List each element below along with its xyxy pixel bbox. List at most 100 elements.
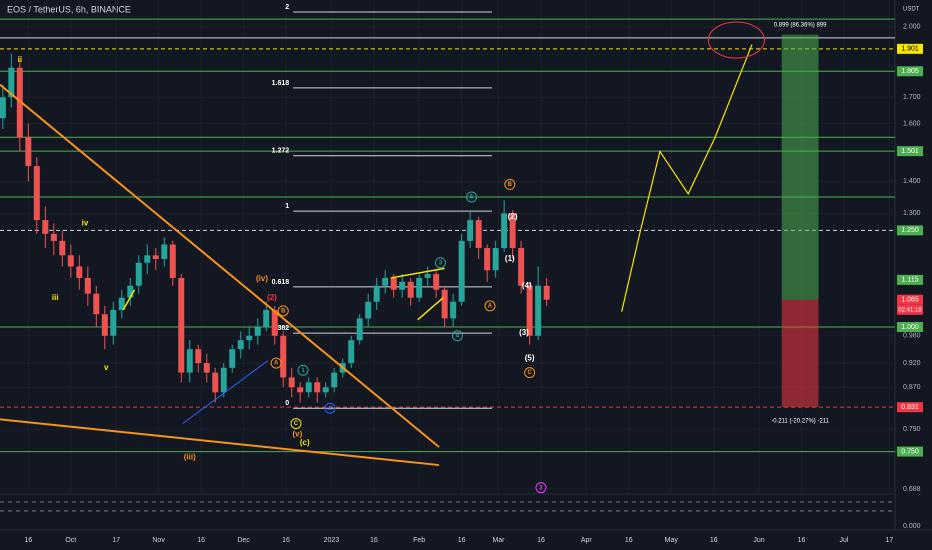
y-tick-label: 2.000 <box>903 24 921 31</box>
candle-body <box>424 274 431 278</box>
wave-label: ii <box>18 55 22 64</box>
trend-line <box>182 360 268 425</box>
price-badge-label: 1.501 <box>901 148 919 155</box>
price-badge <box>897 225 923 236</box>
candle-body <box>118 297 125 311</box>
wave-label: (3) <box>519 328 529 337</box>
candle-body <box>237 340 244 350</box>
wave-circle <box>535 482 547 494</box>
candle-body <box>93 293 100 315</box>
candle-body <box>152 255 159 260</box>
y-tick-label: 0.870 <box>903 384 921 391</box>
y-tick-label: 1.300 <box>903 210 921 217</box>
countdown-badge <box>897 304 923 315</box>
fib-label: 1 <box>285 203 289 210</box>
countdown: 02:41:18 <box>898 307 922 313</box>
trend-line <box>0 418 440 467</box>
candle-body <box>0 97 6 119</box>
wave-label: 1 <box>301 368 305 374</box>
candle-body <box>407 281 414 298</box>
candle-body <box>492 248 499 271</box>
wave-circle <box>504 178 516 190</box>
candle-body <box>348 340 355 364</box>
candle-body <box>110 310 117 336</box>
candle-body <box>484 248 491 271</box>
fib-label: 1.618 <box>272 80 290 87</box>
candle-body <box>535 285 542 336</box>
wave-label: (2) <box>267 293 277 302</box>
candle-body <box>297 387 304 393</box>
trend-line <box>390 267 445 279</box>
candle-body <box>322 387 329 393</box>
wave-circle <box>524 367 536 379</box>
candle-body <box>246 335 253 341</box>
stop-zone <box>781 299 819 408</box>
x-tick-label: Jun <box>753 537 764 544</box>
candle-body <box>101 314 108 336</box>
wave-label: 5 <box>470 195 474 201</box>
candle-body <box>331 372 338 388</box>
candle-body <box>475 220 482 249</box>
candle-body <box>373 285 380 302</box>
candle-body <box>8 67 15 98</box>
price-badge-label: 1.250 <box>901 227 919 234</box>
x-tick-label: 16 <box>710 537 718 544</box>
wave-circle <box>434 257 446 269</box>
wave-circle <box>466 191 478 203</box>
candle-body <box>25 137 32 167</box>
wave-circle <box>270 357 282 369</box>
x-tick-label: 16 <box>458 537 466 544</box>
trend-line <box>621 44 753 312</box>
x-tick-label: Mar <box>492 537 505 544</box>
target-ring <box>707 21 765 59</box>
price-badge <box>897 294 923 305</box>
fib-label: 0.382 <box>272 325 290 332</box>
trend-line <box>0 83 440 448</box>
candle-body <box>76 266 83 278</box>
x-tick-label: 17 <box>112 537 120 544</box>
candle-body <box>59 240 66 256</box>
wave-label: 2 <box>539 485 543 491</box>
candle-body <box>195 349 202 364</box>
candle-body <box>127 285 134 298</box>
wave-label: A <box>488 303 493 309</box>
y-tick-label: 0.688 <box>903 486 921 493</box>
wave-label: 3 <box>439 260 443 266</box>
candle-body <box>169 244 176 278</box>
x-tick-label: Dec <box>237 537 250 544</box>
candle-body <box>16 67 23 138</box>
x-tick-label: 16 <box>537 537 545 544</box>
wave-circle <box>277 305 289 317</box>
wave-circle <box>484 300 496 312</box>
price-badge-label: 1.805 <box>901 68 919 75</box>
wave-label: (iii) <box>184 452 196 461</box>
price-badge-label: 1.000 <box>901 324 919 331</box>
wave-circle <box>297 364 309 376</box>
wave-label: (4) <box>522 281 532 290</box>
candle-body <box>67 255 74 267</box>
candle-body <box>305 382 312 393</box>
y-tick-label: 1.600 <box>903 120 921 127</box>
x-tick-label: 16 <box>798 537 806 544</box>
wave-label: (1) <box>505 254 515 263</box>
candle-body <box>416 277 423 298</box>
x-tick-label: 2023 <box>324 537 340 544</box>
y-tick-label: 0.790 <box>903 426 921 433</box>
price-badge-label: 1.115 <box>902 277 919 284</box>
candle-body <box>263 310 270 328</box>
candle-body <box>229 349 236 368</box>
x-tick-label: 17 <box>885 537 893 544</box>
x-tick-label: Apr <box>581 537 593 544</box>
candle-body <box>135 262 142 286</box>
wave-label: B <box>508 182 513 188</box>
price-badge-label: 1.901 <box>901 46 919 53</box>
wave-label: 2 <box>328 406 332 412</box>
candle-body <box>33 166 40 221</box>
x-tick-label: 16 <box>197 537 205 544</box>
target-zone <box>781 34 819 300</box>
price-badge-label: 1.065 <box>901 297 919 304</box>
candle-body <box>288 377 295 388</box>
wave-label: (5) <box>525 354 535 363</box>
target-label: 0.899 (86.36%) 899 <box>774 22 827 28</box>
